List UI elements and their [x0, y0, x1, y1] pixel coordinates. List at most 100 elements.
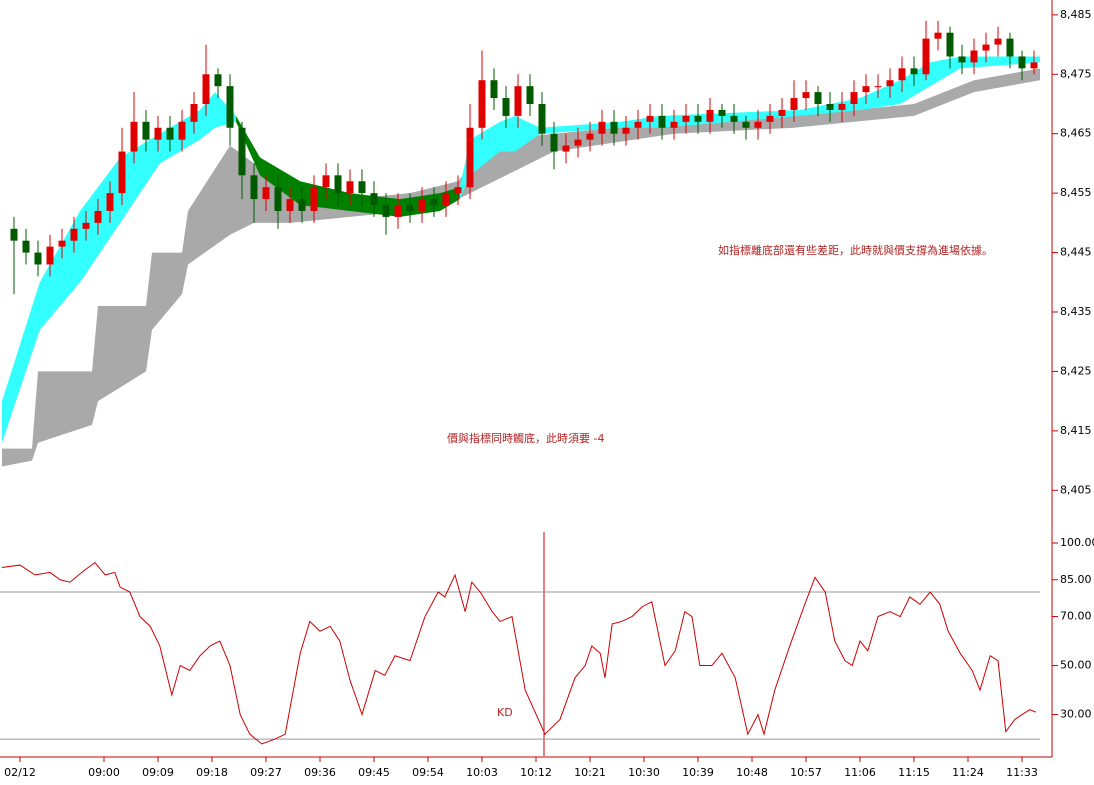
x-tick-label: 09:36: [304, 766, 336, 779]
candle-body: [10, 228, 18, 241]
candle-body: [1006, 38, 1014, 57]
candle-body: [46, 246, 54, 265]
x-tick-label: 09:27: [250, 766, 282, 779]
candle-body: [382, 205, 390, 217]
candle-body: [478, 80, 486, 128]
band: [236, 115, 460, 217]
x-tick-label: 10:03: [466, 766, 498, 779]
candle-body: [334, 175, 342, 194]
candle-body: [94, 210, 102, 223]
indicator-label: KD: [497, 706, 513, 719]
candle-body: [694, 115, 702, 122]
candle-body: [598, 121, 606, 134]
y-tick-label: 8,425: [1060, 364, 1092, 377]
candle-body: [742, 121, 750, 128]
y-tick-label: 8,405: [1060, 483, 1092, 496]
y-tick-label: 8,415: [1060, 424, 1092, 437]
candle-body: [970, 50, 978, 63]
candle-body: [982, 44, 990, 51]
candle-body: [898, 68, 906, 81]
y-tick-label: 8,485: [1060, 8, 1092, 21]
x-tick-label: 11:06: [844, 766, 876, 779]
candle-body: [850, 92, 858, 104]
x-tick-label: 10:57: [790, 766, 822, 779]
kd-line: [1, 561, 1036, 745]
x-tick-label: 11:33: [1006, 766, 1038, 779]
candle-body: [418, 199, 426, 211]
candle-body: [946, 32, 954, 57]
candle-body: [610, 121, 618, 134]
candle-body: [706, 109, 714, 122]
candle-body: [178, 121, 186, 140]
y-tick-label: 85.00: [1060, 573, 1092, 586]
candle-body: [166, 127, 174, 140]
candle-body: [142, 121, 150, 140]
x-tick-label: 09:54: [412, 766, 444, 779]
candle-body: [874, 86, 882, 88]
candle-body: [1030, 62, 1038, 69]
candle-body: [550, 133, 558, 152]
candle-body: [454, 187, 462, 194]
band: [2, 68, 1040, 467]
band: [459, 56, 1040, 200]
candle-body: [226, 86, 234, 128]
candle-body: [778, 109, 786, 116]
candle-body: [394, 205, 402, 217]
x-tick-label: 10:39: [682, 766, 714, 779]
candle-body: [442, 193, 450, 206]
x-tick-label: 09:18: [196, 766, 228, 779]
candle-body: [238, 127, 246, 176]
candle-body: [430, 199, 438, 206]
candle-body: [490, 80, 498, 99]
candle-body: [862, 86, 870, 93]
candle-body: [658, 115, 666, 128]
candle-body: [322, 175, 330, 188]
candle-body: [310, 187, 318, 211]
y-tick-label: 50.00: [1060, 659, 1092, 672]
candle-body: [502, 98, 510, 116]
y-tick-label: 8,435: [1060, 305, 1092, 318]
x-tick-label: 11:15: [898, 766, 930, 779]
candle-body: [886, 80, 894, 87]
candle-body: [202, 74, 210, 104]
candle-body: [406, 205, 414, 211]
candle-body: [634, 121, 642, 128]
y-tick-label: 8,465: [1060, 127, 1092, 140]
candle-body: [814, 92, 822, 104]
x-tick-label: 10:21: [574, 766, 606, 779]
candle-body: [802, 92, 810, 99]
candle-body: [58, 240, 66, 247]
candle-body: [622, 127, 630, 134]
candle-body: [286, 199, 294, 211]
x-tick-label: 11:24: [952, 766, 984, 779]
y-tick-label: 100.00: [1060, 536, 1094, 549]
candle-body: [646, 115, 654, 122]
candle-body: [574, 139, 582, 146]
candle-body: [514, 86, 522, 116]
candle-body: [118, 151, 126, 194]
candle-body: [994, 38, 1002, 45]
candle-body: [1018, 56, 1026, 69]
candle-body: [790, 98, 798, 110]
candle-body: [526, 86, 534, 104]
candle-body: [130, 121, 138, 152]
candle-body: [958, 56, 966, 63]
candle-body: [826, 104, 834, 110]
candle-body: [70, 228, 78, 241]
candle-body: [370, 193, 378, 206]
annotation: 如指標離底部還有些差距，此時就與價支撐為進場依據。: [718, 243, 993, 257]
candle-body: [766, 115, 774, 122]
x-tick-label: 02/12: [4, 766, 36, 779]
y-tick-label: 8,445: [1060, 246, 1092, 259]
candle-body: [586, 133, 594, 140]
x-tick-label: 09:45: [358, 766, 390, 779]
x-tick-label: 10:12: [520, 766, 552, 779]
candle-body: [190, 104, 198, 122]
candle-body: [838, 104, 846, 110]
candle-body: [910, 68, 918, 75]
candle-body: [346, 181, 354, 194]
candle-body: [298, 199, 306, 211]
x-tick-label: 10:48: [736, 766, 768, 779]
y-tick-label: 8,455: [1060, 186, 1092, 199]
